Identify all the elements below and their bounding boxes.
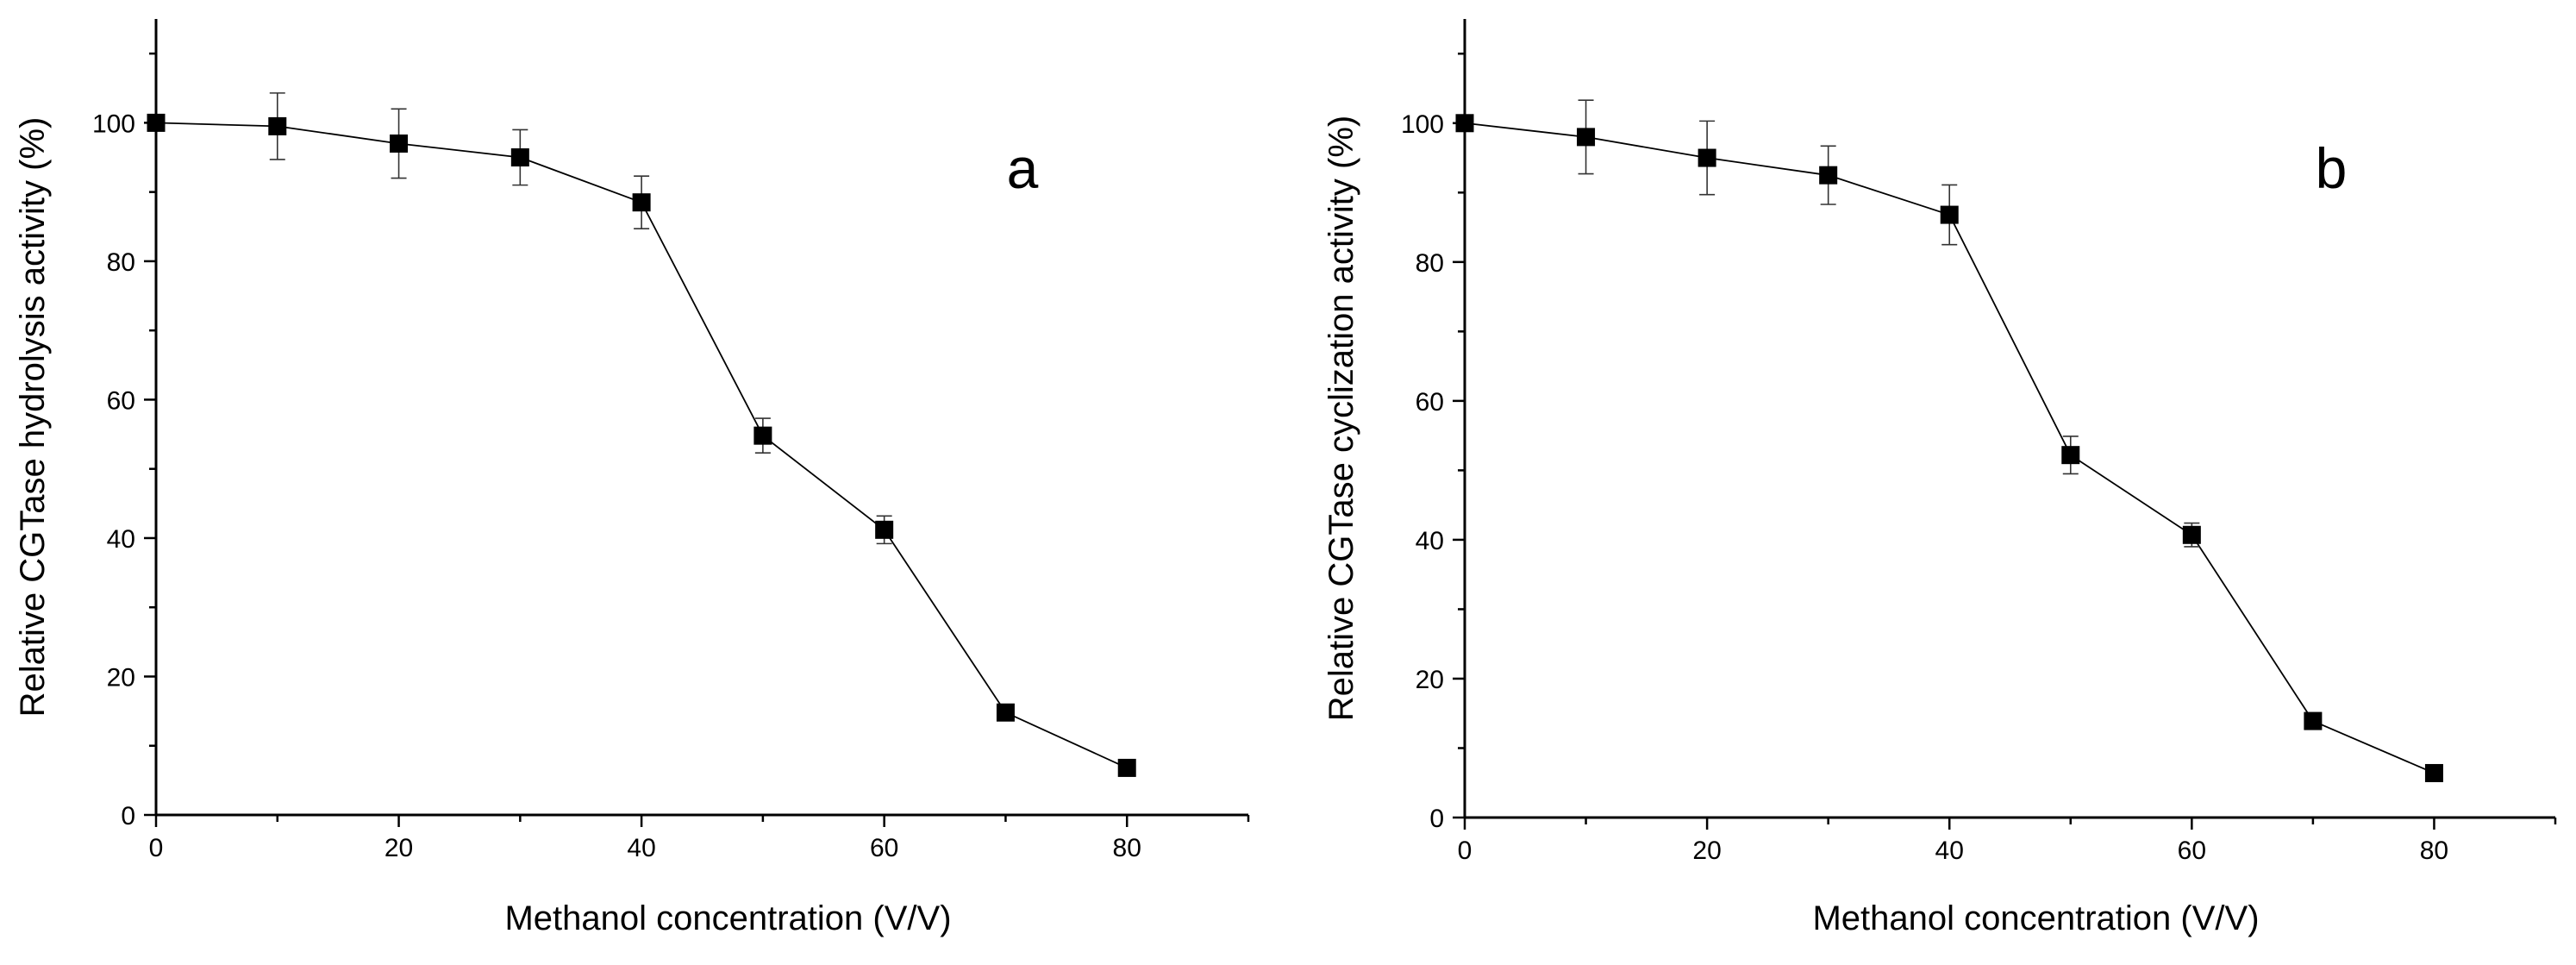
- data-point: [1698, 148, 1716, 167]
- y-tick-label: 80: [1416, 249, 1444, 278]
- y-tick-label: 60: [107, 386, 135, 415]
- data-point: [1577, 128, 1596, 147]
- data-point: [1940, 205, 1959, 224]
- y-tick-label: 0: [121, 802, 135, 830]
- y-tick-label: 80: [107, 248, 135, 277]
- data-point: [1455, 114, 1474, 133]
- x-tick-label: 20: [385, 834, 413, 862]
- y-tick-label: 40: [1416, 527, 1444, 555]
- panel-label: b: [2316, 136, 2348, 200]
- x-axis-title: Methanol concentration (V/V): [504, 899, 951, 937]
- y-tick-label: 0: [1429, 805, 1444, 833]
- x-axis-title: Methanol concentration (V/V): [1812, 899, 2259, 937]
- data-point: [2304, 711, 2323, 730]
- x-tick-label: 80: [2420, 837, 2448, 865]
- data-point: [390, 134, 409, 153]
- data-point: [2182, 525, 2201, 544]
- chart-panel-a: 0 20 40 60 80 0 20 40 60 80 100 Methanol concentrat…: [14, 19, 1250, 937]
- y-tick-label: 100: [92, 110, 135, 138]
- data-point: [147, 113, 166, 132]
- y-tick-label: 40: [107, 525, 135, 554]
- x-tick-label: 0: [149, 834, 164, 862]
- data-point: [753, 426, 772, 445]
- x-tick-label: 80: [1113, 834, 1141, 862]
- data-point: [510, 148, 529, 167]
- y-tick-label: 100: [1401, 110, 1444, 139]
- data-point: [1819, 166, 1838, 185]
- data-point: [268, 116, 287, 135]
- x-tick-label: 0: [1458, 837, 1472, 865]
- y-tick-label: 20: [107, 663, 135, 692]
- data-point: [875, 520, 894, 539]
- chart-panel-b: 0 20 40 60 80 0 20 40 60 80 100 Methanol concentrat…: [1322, 19, 2557, 937]
- x-tick-label: 60: [870, 834, 898, 862]
- data-point: [996, 703, 1015, 722]
- x-tick-label: 20: [1692, 837, 1721, 865]
- x-tick-label: 40: [627, 834, 655, 862]
- y-tick-label: 60: [1416, 388, 1444, 417]
- x-tick-label: 60: [2178, 837, 2206, 865]
- data-point: [1117, 758, 1136, 777]
- x-tick-label: 40: [1935, 837, 1964, 865]
- y-axis-title: Relative CGTase hydrolysis activity (%): [14, 117, 52, 717]
- panel-label: a: [1007, 136, 1039, 200]
- y-axis-title: Relative CGTase cyclization activity (%): [1322, 116, 1360, 721]
- data-point: [632, 193, 651, 212]
- data-point: [2424, 763, 2443, 782]
- y-tick-label: 20: [1416, 666, 1444, 694]
- data-point: [2061, 446, 2080, 465]
